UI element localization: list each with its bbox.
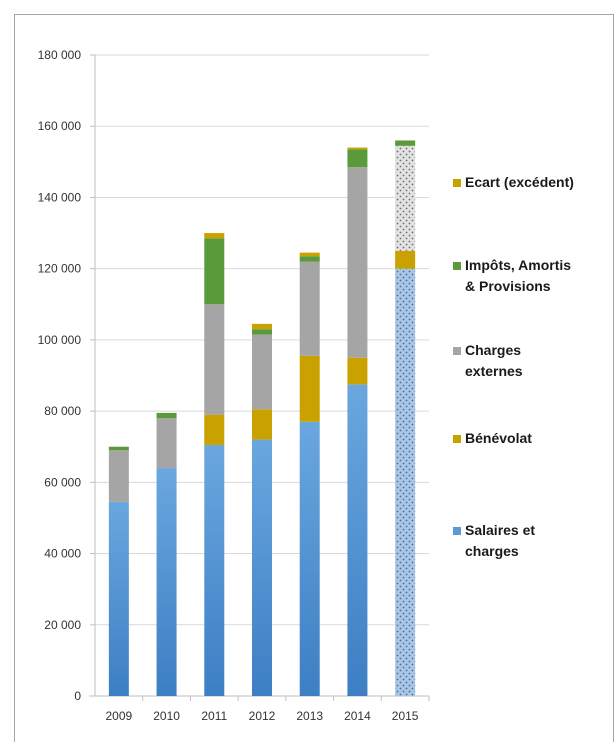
- legend-label: Bénévolat: [465, 430, 532, 446]
- bar-segment: [204, 444, 225, 696]
- bar-segment: [299, 256, 320, 262]
- bars: [108, 140, 416, 696]
- bar-segment: [156, 418, 177, 469]
- legend-label: Ecart (excédent): [465, 174, 574, 190]
- bar-segment: [252, 334, 272, 410]
- chart-frame: 0 20 000 40 000 60 000 80 000 100 000 120 000 1…: [14, 14, 614, 742]
- bar-segment: [156, 468, 177, 696]
- legend-swatch: [453, 262, 461, 270]
- bar-segment: [204, 414, 225, 445]
- bar-segment: [156, 412, 177, 419]
- legend-label: & Provisions: [465, 278, 551, 294]
- bar-segment: [299, 421, 320, 696]
- bar-segment: [108, 450, 129, 502]
- bar-segment: [395, 268, 416, 696]
- y-tick-label: 160 000: [38, 119, 82, 133]
- bar-segment: [395, 250, 416, 269]
- y-tick-label: 60 000: [44, 475, 81, 489]
- y-tick-label: 180 000: [38, 48, 82, 62]
- legend-swatch: [453, 347, 461, 355]
- x-tick-label: 2011: [201, 709, 227, 723]
- bar-segment: [299, 261, 320, 356]
- bar-segment: [395, 145, 416, 251]
- x-tick-label: 2012: [249, 709, 276, 723]
- x-tick-label: 2013: [296, 709, 323, 723]
- bar-segment: [252, 409, 272, 440]
- legend-label: Charges: [465, 342, 521, 358]
- bar-segment: [204, 233, 225, 239]
- y-tick-label: 40 000: [44, 547, 81, 561]
- x-tick-label: 2014: [344, 709, 371, 723]
- bar-segment: [299, 252, 320, 257]
- stacked-bar-chart: 0 20 000 40 000 60 000 80 000 100 000 120 000 1…: [38, 48, 574, 723]
- legend-swatch: [453, 527, 461, 535]
- y-tick-label: 20 000: [44, 618, 81, 632]
- bar-segment: [108, 501, 129, 696]
- bar-segment: [299, 355, 320, 422]
- x-tick-label: 2015: [392, 709, 419, 723]
- legend-swatch: [453, 435, 461, 443]
- bar-segment: [347, 149, 368, 168]
- legend-label: charges: [465, 543, 519, 559]
- bar-segment: [252, 329, 272, 335]
- y-tick-label: 140 000: [38, 190, 82, 204]
- y-tick-label: 80 000: [44, 404, 81, 418]
- y-tick-label: 100 000: [38, 333, 82, 347]
- legend-label: Salaires et: [465, 522, 535, 538]
- y-tick-label: 0: [74, 689, 81, 703]
- bar-segment: [347, 357, 368, 385]
- legend-label: Impôts, Amortis: [465, 257, 571, 273]
- bar-segment: [395, 140, 416, 146]
- legend-label: externes: [465, 363, 523, 379]
- bar-segment: [347, 147, 368, 150]
- bar-segment: [204, 304, 225, 415]
- bar-segment: [252, 323, 272, 330]
- x-tick-label: 2010: [153, 709, 180, 723]
- bar-segment: [347, 384, 368, 696]
- y-tick-label: 120 000: [38, 262, 82, 276]
- bar-segment: [347, 167, 368, 358]
- axes: 0 20 000 40 000 60 000 80 000 100 000 120 000 1…: [38, 48, 430, 723]
- bar-segment: [108, 446, 129, 451]
- bar-segment: [204, 238, 225, 305]
- legend-swatch: [453, 179, 461, 187]
- bar-segment: [252, 439, 272, 696]
- legend: Ecart (excédent) Impôts, Amortis & Provisi…: [453, 174, 574, 559]
- x-tick-label: 2009: [106, 709, 133, 723]
